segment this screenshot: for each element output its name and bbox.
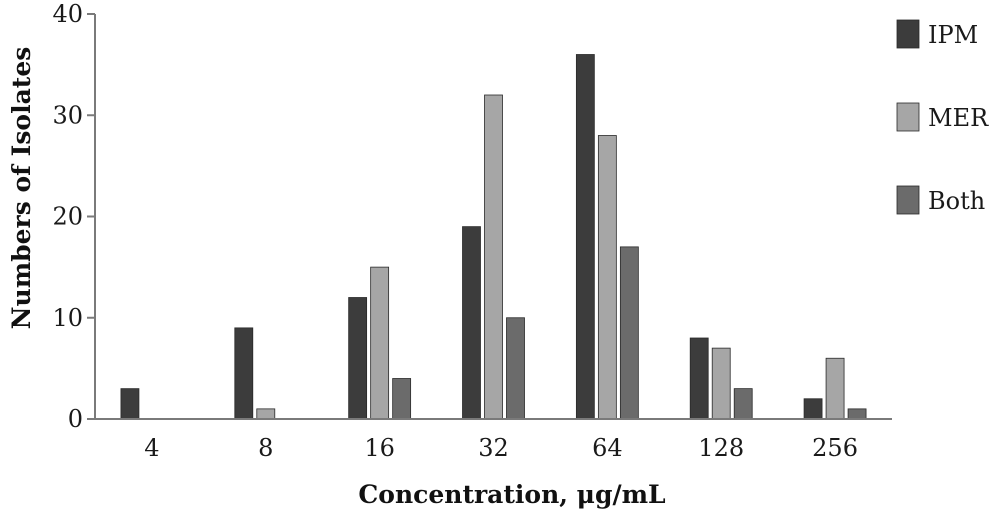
- bar-mer-128: [711, 347, 731, 420]
- bar-ipm-128: [689, 337, 709, 420]
- x-tick-labels: 4 8 16 32 64 128 256: [144, 434, 858, 462]
- y-tick-label: 20: [52, 203, 83, 231]
- bar-ipm-256: [803, 398, 823, 420]
- y-tick-label: 40: [52, 0, 83, 28]
- bar-mer-64: [597, 135, 617, 420]
- legend-label-both: Both: [928, 187, 985, 215]
- x-axis-title: Concentration, μg/mL: [358, 480, 666, 509]
- bar-both-256: [847, 408, 867, 420]
- x-tick-label: 8: [258, 434, 273, 462]
- y-tick-label: 0: [68, 405, 83, 433]
- bar-ipm-4: [120, 388, 140, 420]
- x-tick-label: 64: [592, 434, 623, 462]
- legend-label-ipm: IPM: [928, 21, 978, 49]
- bar-ipm-8: [234, 327, 254, 420]
- y-tick-label: 10: [52, 304, 83, 332]
- legend-swatch-ipm: [896, 19, 920, 49]
- legend-swatch-mer: [896, 102, 920, 132]
- bar-mer-16: [370, 266, 390, 420]
- bar-mer-32: [484, 94, 503, 420]
- x-tick-label: 16: [364, 434, 395, 462]
- bars-group: [120, 54, 867, 420]
- bar-ipm-64: [575, 54, 595, 420]
- x-tick-label: 256: [812, 434, 858, 462]
- legend-label-mer: MER: [928, 104, 989, 132]
- bar-both-64: [619, 246, 639, 420]
- x-tick-label: 4: [144, 434, 159, 462]
- bar-ipm-32: [462, 226, 481, 420]
- y-tick-labels: 0 10 20 30 40: [52, 0, 83, 433]
- legend: IPM MER Both: [896, 19, 989, 215]
- y-tick-marks: [87, 13, 95, 420]
- bar-both-32: [506, 317, 525, 420]
- bar-ipm-16: [348, 297, 368, 420]
- bar-both-16: [392, 378, 412, 420]
- bar-both-128: [733, 388, 753, 420]
- y-tick-label: 30: [52, 101, 83, 129]
- legend-swatch-both: [896, 185, 920, 215]
- y-axis-title: Numbers of Isolates: [7, 47, 36, 330]
- bar-mer-8: [256, 408, 276, 420]
- x-tick-label: 32: [478, 434, 509, 462]
- bar-mer-256: [825, 357, 845, 420]
- x-tick-label: 128: [698, 434, 744, 462]
